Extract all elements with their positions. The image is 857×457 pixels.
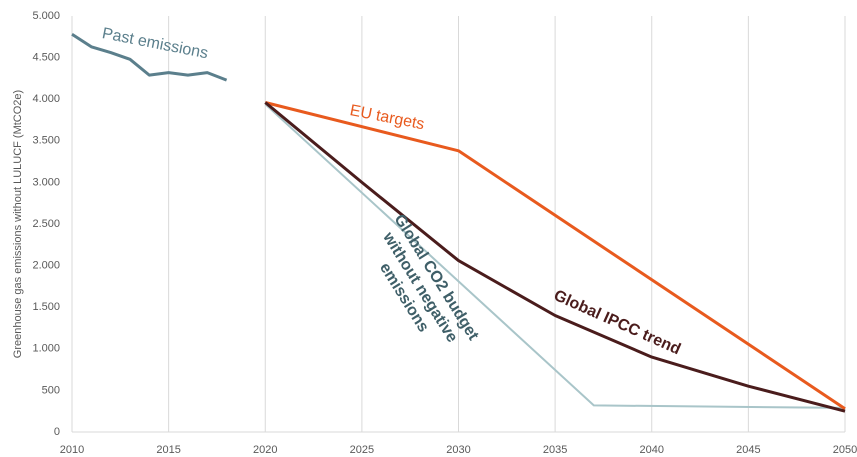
series-line [264, 103, 846, 409]
y-tick-label: 3.000 [32, 176, 60, 188]
y-tick-label: 5.000 [32, 10, 60, 22]
y-tick-label: 2.500 [32, 218, 60, 230]
x-tick-label: 2010 [60, 444, 84, 456]
series-line [264, 101, 846, 413]
y-axis-label: Greenhouse gas emissions without LULUCF … [12, 90, 24, 358]
series-label: EU targets [348, 102, 425, 133]
x-tick-label: 2040 [640, 444, 664, 456]
x-tick-label: 2020 [253, 444, 277, 456]
x-tick-label: 2025 [350, 444, 374, 456]
x-tick-label: 2035 [543, 444, 567, 456]
x-tick-label: 2045 [736, 444, 760, 456]
y-tick-label: 1.500 [32, 301, 60, 313]
y-tick-label: 500 [42, 384, 60, 396]
series-label: Past emissions [101, 25, 210, 62]
y-tick-label: 4.500 [32, 52, 60, 64]
series-line [264, 101, 846, 410]
y-tick-label: 4.000 [32, 93, 60, 105]
y-tick-label: 1.000 [32, 343, 60, 355]
y-tick-label: 0 [54, 426, 60, 438]
x-tick-label: 2050 [833, 444, 857, 456]
x-tick-label: 2015 [156, 444, 180, 456]
y-tick-label: 2.000 [32, 260, 60, 272]
series-line [71, 33, 228, 82]
x-tick-label: 2030 [446, 444, 470, 456]
y-tick-label: 3.500 [32, 135, 60, 147]
